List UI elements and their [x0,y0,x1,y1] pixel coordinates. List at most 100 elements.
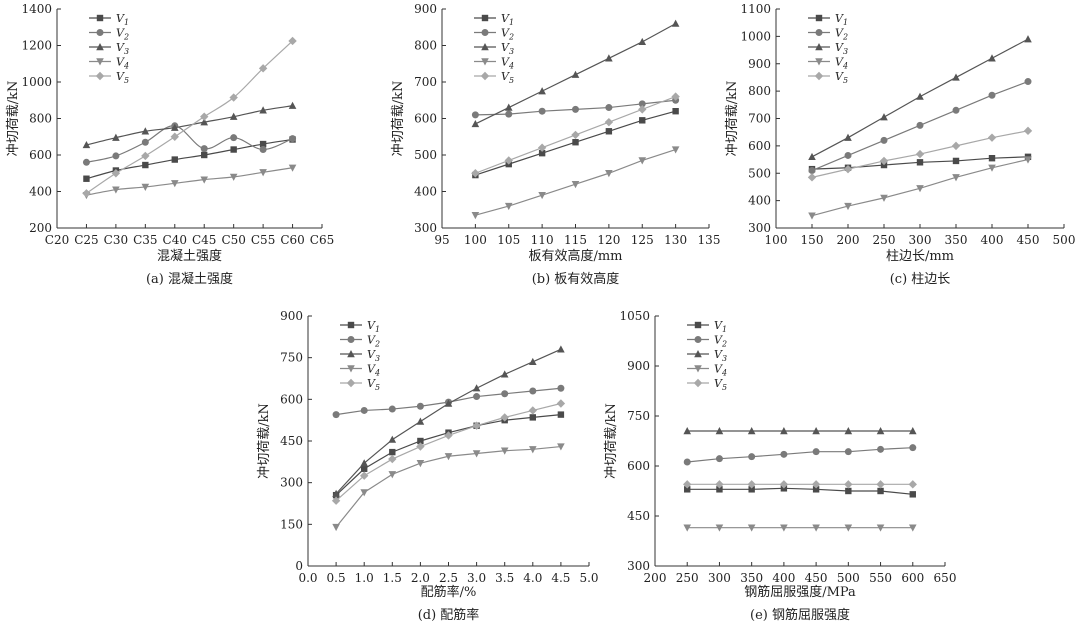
series-V3 [808,35,1032,161]
series-V4 [471,146,680,220]
data-point [812,448,820,456]
legend-label: V3 [835,41,848,56]
data-point [556,399,566,408]
data-point [844,133,852,141]
x-tick-label: C40 [163,233,187,247]
data-point [229,173,238,181]
x-tick-label: C65 [310,233,334,247]
y-axis-label: 冲切荷载/kN [6,81,21,157]
data-point [571,70,580,78]
legend-label: V2 [367,334,380,349]
y-tick-label: 700 [414,75,437,89]
data-point [844,427,853,435]
data-point [230,146,237,153]
data-point [844,202,852,211]
x-tick-label: 300 [708,571,731,585]
data-point [259,169,267,177]
y-tick-label: 900 [748,57,771,71]
y-tick-label: 300 [748,221,771,235]
data-point [671,146,680,154]
data-point [82,140,91,149]
data-point [229,112,238,120]
legend-label: V1 [835,12,848,27]
data-point [389,448,396,456]
data-point [170,132,179,141]
data-point [605,54,613,62]
legend-label: V2 [116,27,129,42]
series-V3 [471,19,680,128]
legend-marker [694,336,702,343]
legend-subscript: 4 [374,369,380,378]
y-tick-label: 800 [29,112,52,126]
legend-label: V4 [367,363,380,378]
data-point [605,128,613,135]
data-point [528,406,537,415]
legend-label: V2 [714,334,727,349]
x-tick-label: 4.5 [551,571,570,585]
data-point [258,64,268,73]
data-point [987,133,997,142]
x-tick-label: 115 [564,233,587,247]
x-tick-label: 120 [597,233,620,247]
x-tick-label: 4.0 [523,571,542,585]
data-point [748,453,756,461]
data-point [638,100,646,108]
data-point [988,154,996,162]
data-point [683,524,692,532]
series-V5 [82,36,297,198]
chart-caption: (c) 柱边长 [890,272,951,287]
x-tick-label: C25 [74,233,98,247]
legend-label: V4 [501,56,514,71]
data-point [747,480,756,489]
x-tick-label: 650 [934,571,957,585]
series-V4 [808,156,1032,220]
legend-marker [694,321,702,329]
legend-marker [694,365,702,373]
legend-subscript: 5 [722,383,727,392]
x-tick-label: 500 [837,571,860,585]
data-point [170,123,179,131]
data-point [639,117,646,124]
data-point [500,413,509,422]
data-point [879,156,889,166]
data-point [259,140,267,148]
data-point [82,158,90,166]
legend-subscript: 4 [842,62,848,71]
data-point [200,145,208,153]
data-point [880,113,888,121]
data-point [82,189,91,198]
y-tick-label: 750 [280,351,303,365]
legend-marker [480,71,490,81]
data-point [876,480,885,489]
x-tick-label: 600 [901,571,924,585]
x-tick-label: 550 [869,571,892,585]
y-tick-label: 500 [414,148,437,162]
data-point [672,108,679,115]
data-point [112,186,120,194]
x-axis-label: 钢筋屈服强度/MPa [744,584,856,600]
x-tick-label: 1.0 [355,571,374,585]
legend-marker [815,58,823,66]
data-point [807,173,817,182]
data-point [200,112,209,121]
chart-e: 300 450 600 750 900 1050 200 250 300 350 400 450 500… [604,309,956,623]
data-point [683,427,692,435]
data-point [844,524,853,532]
x-tick-label: 450 [805,571,828,585]
data-point [812,427,820,435]
data-point [529,414,536,421]
data-point [141,151,150,161]
y-tick-label: 900 [280,309,303,323]
x-tick-label: 250 [873,233,896,247]
data-point [230,134,238,142]
legend-marker [694,350,702,358]
x-tick-label: 3.0 [467,571,486,585]
legend-subscript: 2 [721,340,727,349]
data-point [557,443,565,451]
data-point [876,427,885,435]
legend-marker [814,71,824,81]
legend-label: V1 [116,12,129,27]
data-point [909,491,916,498]
series-line [86,105,293,146]
